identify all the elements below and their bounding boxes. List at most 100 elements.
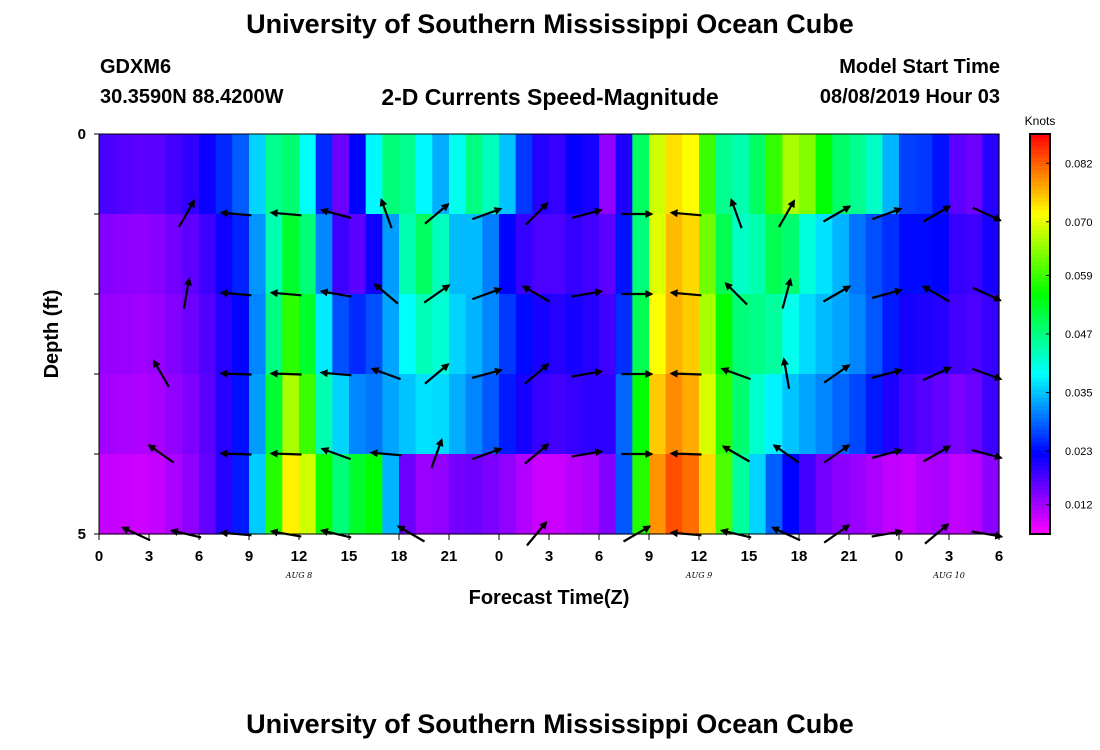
colorbar-swatch xyxy=(1030,370,1050,375)
colorbar-swatch xyxy=(1030,394,1050,399)
heat-cell xyxy=(332,214,350,295)
current-arrow xyxy=(472,447,503,461)
heat-cell xyxy=(849,374,867,455)
heat-cell xyxy=(132,214,150,295)
current-arrow xyxy=(319,369,352,378)
colorbar-swatch xyxy=(1030,386,1050,391)
heat-cell xyxy=(632,214,650,295)
heat-cell xyxy=(515,134,533,215)
date-label: AUG 8 xyxy=(285,571,313,580)
colorbar-swatch xyxy=(1030,166,1050,171)
current-arrow xyxy=(525,201,549,226)
colorbar-swatch xyxy=(1030,410,1050,415)
x-tick-label: 0 xyxy=(95,548,103,565)
heat-cell xyxy=(582,214,600,295)
heat-cell xyxy=(499,214,517,295)
x-tick-label: 6 xyxy=(195,548,203,565)
colorbar-swatch xyxy=(1030,158,1050,163)
heat-cell xyxy=(749,294,767,375)
heat-cell xyxy=(699,294,717,375)
heat-cell xyxy=(232,134,250,215)
heat-cell xyxy=(899,374,917,455)
colorbar-swatch xyxy=(1030,178,1050,183)
colorbar-swatch xyxy=(1030,222,1050,227)
heat-cell xyxy=(149,294,167,375)
current-arrow xyxy=(724,281,748,306)
heat-cell xyxy=(115,214,133,295)
heat-cell xyxy=(149,374,167,455)
heat-cell xyxy=(249,294,267,375)
heat-cell xyxy=(149,134,167,215)
heat-cell xyxy=(265,214,283,295)
current-arrow xyxy=(219,369,252,378)
heat-cell xyxy=(532,134,550,215)
heat-cell xyxy=(899,454,917,535)
current-arrow xyxy=(424,203,450,225)
heat-cell xyxy=(982,214,1000,295)
heat-cell xyxy=(199,214,217,295)
colorbar-swatch xyxy=(1030,442,1050,447)
current-arrow xyxy=(781,277,793,309)
heat-cell xyxy=(782,134,800,215)
colorbar-swatch xyxy=(1030,302,1050,307)
heat-cell xyxy=(832,374,850,455)
heat-cell xyxy=(632,454,650,535)
current-arrow xyxy=(823,444,851,464)
colorbar-swatch xyxy=(1030,326,1050,331)
heat-cell xyxy=(365,454,383,535)
heat-cell xyxy=(299,374,317,455)
heat-cell xyxy=(265,294,283,375)
heat-cell xyxy=(749,134,767,215)
colorbar-swatch xyxy=(1030,242,1050,247)
colorbar-swatch xyxy=(1030,366,1050,371)
heat-cell xyxy=(799,294,817,375)
heat-cell xyxy=(849,294,867,375)
heat-cell xyxy=(849,214,867,295)
heat-cell xyxy=(599,214,617,295)
heat-cell xyxy=(215,134,233,215)
current-arrow xyxy=(720,367,751,381)
heat-cell xyxy=(615,454,633,535)
x-tick-label: 3 xyxy=(145,548,153,565)
heat-cell xyxy=(732,454,750,535)
heat-cell xyxy=(449,214,467,295)
heat-cell xyxy=(99,214,117,295)
colorbar-swatch xyxy=(1030,282,1050,287)
colorbar-swatch xyxy=(1030,474,1050,479)
heat-cell xyxy=(465,214,483,295)
current-arrow xyxy=(471,367,503,379)
colorbar-swatch xyxy=(1030,294,1050,299)
heat-cell xyxy=(665,214,683,295)
colorbar-swatch xyxy=(1030,454,1050,459)
current-arrow xyxy=(571,288,604,298)
heat-cell xyxy=(249,454,267,535)
heat-cell xyxy=(515,214,533,295)
heat-cell xyxy=(515,454,533,535)
colorbar-swatch xyxy=(1030,354,1050,359)
heat-cell xyxy=(815,294,833,375)
current-arrow xyxy=(521,285,551,303)
heat-cell xyxy=(849,454,867,535)
heat-cell xyxy=(832,294,850,375)
heat-cell xyxy=(165,294,183,375)
colorbar-swatch xyxy=(1030,374,1050,379)
colorbar-swatch xyxy=(1030,270,1050,275)
colorbar-swatch xyxy=(1030,514,1050,519)
date-label: AUG 10 xyxy=(932,571,965,580)
colorbar-tick-label: 0.047 xyxy=(1065,329,1093,341)
heat-cell xyxy=(882,134,900,215)
heat-cell xyxy=(882,294,900,375)
current-arrow xyxy=(871,287,903,299)
heat-cell xyxy=(549,294,567,375)
x-tick-label: 6 xyxy=(995,548,1003,565)
heat-cell xyxy=(349,214,367,295)
heat-cell xyxy=(732,294,750,375)
heat-cell xyxy=(132,294,150,375)
heat-cell xyxy=(132,454,150,535)
colorbar-tick-label: 0.012 xyxy=(1065,500,1093,512)
y-axis: 05 xyxy=(78,126,99,543)
current-arrow xyxy=(778,199,795,228)
heat-cell xyxy=(565,454,583,535)
current-arrow xyxy=(823,364,851,384)
colorbar-swatch xyxy=(1030,186,1050,191)
